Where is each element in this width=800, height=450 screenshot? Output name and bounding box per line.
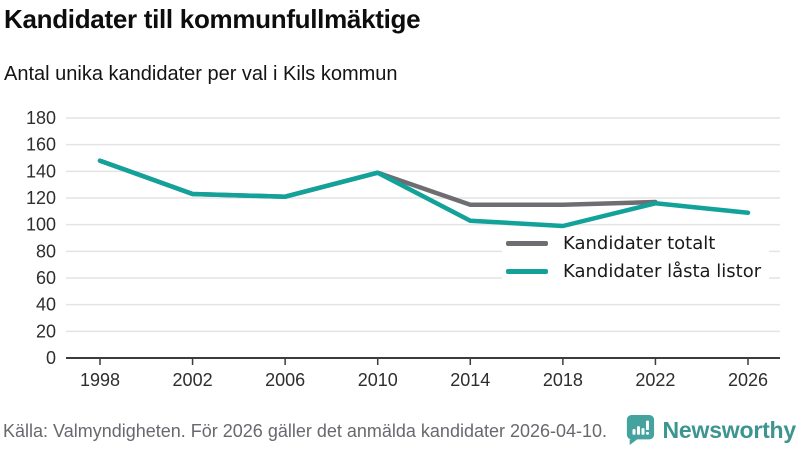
legend-item-lasta-listor: Kandidater låsta listor — [506, 261, 761, 282]
line-chart-area: 0 20 40 60 80 100 120 140 160 180 1998 2002 2006 2010… — [0, 100, 800, 400]
x-tick-label-2014: 2014 — [450, 370, 490, 390]
y-tick-label-20: 20 — [36, 321, 56, 341]
chart-footer: Källa: Valmyndigheten. För 2026 gäller d… — [0, 404, 800, 450]
brand-name: Newsworthy — [662, 416, 797, 443]
x-tick-label-1998: 1998 — [80, 370, 120, 390]
x-tick-label-2018: 2018 — [543, 370, 583, 390]
y-tick-label-160: 160 — [26, 135, 56, 155]
legend-item-totalt: Kandidater totalt — [506, 233, 761, 254]
y-tick-label-100: 100 — [26, 215, 56, 235]
y-tick-label-40: 40 — [36, 295, 56, 315]
y-tick-label-0: 0 — [46, 348, 56, 368]
legend-label-lasta-listor: Kandidater låsta listor — [563, 261, 762, 282]
chart-subtitle: Antal unika kandidater per val i Kils ko… — [4, 63, 398, 85]
y-tick-label-180: 180 — [26, 108, 56, 128]
y-tick-label-60: 60 — [36, 268, 56, 288]
y-tick-label-140: 140 — [26, 161, 56, 181]
newsworthy-logo[interactable]: Newsworthy — [625, 414, 796, 446]
chart-legend: Kandidater totalt Kandidater låsta listo… — [502, 231, 770, 284]
x-tick-label-2006: 2006 — [265, 370, 305, 390]
newsworthy-speech-bubble-icon — [626, 415, 654, 445]
x-tick-label-2002: 2002 — [173, 370, 213, 390]
x-tick-label-2010: 2010 — [358, 370, 398, 390]
legend-label-totalt: Kandidater totalt — [563, 233, 716, 254]
series-line-lasta-listor — [97, 158, 751, 229]
legend-swatch-lasta-listor — [506, 269, 548, 274]
source-note: Källa: Valmyndigheten. För 2026 gäller d… — [3, 421, 608, 441]
page-title: Kandidater till kommunfullmäktige — [4, 4, 421, 34]
y-tick-label-80: 80 — [36, 241, 56, 261]
y-tick-label-120: 120 — [26, 188, 56, 208]
x-tick-label-2022: 2022 — [635, 370, 675, 390]
x-tick-label-2026: 2026 — [728, 370, 768, 390]
line-chart: 0 20 40 60 80 100 120 140 160 180 1998 2002 2006 2010… — [26, 108, 780, 390]
legend-swatch-totalt — [506, 241, 548, 246]
